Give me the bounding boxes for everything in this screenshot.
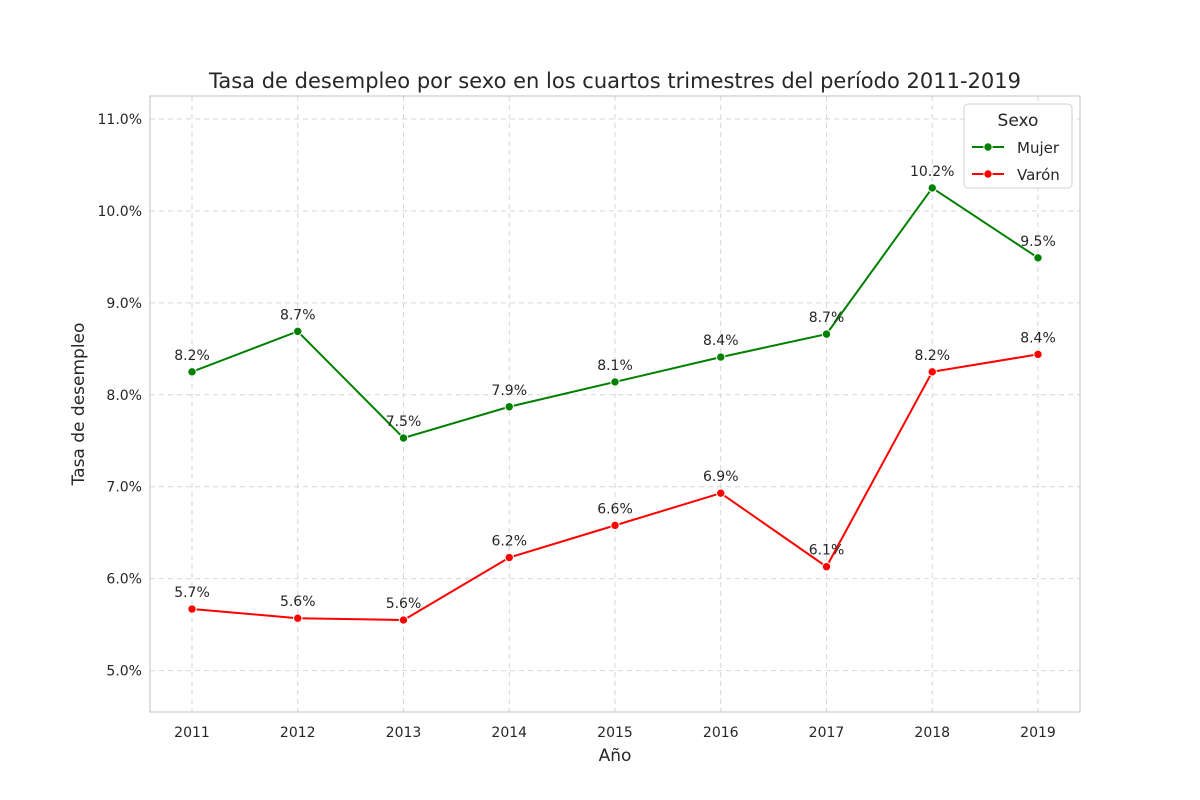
x-tick-label: 2017 [809,725,845,741]
y-axis-ticks: 5.0% 6.0% 7.0% 8.0% 9.0% 10.0% 11.0% [98,112,142,680]
data-point [398,433,409,443]
x-tick-label: 2012 [280,725,316,741]
legend: Sexo Mujer Varón [963,103,1073,189]
data-point [187,367,197,377]
data-point [821,329,832,339]
data-label: 8.1% [597,358,633,374]
y-tick-label: 10.0% [98,204,142,220]
x-tick-label: 2014 [491,725,527,741]
legend-items: Mujer Varón [972,139,1060,184]
data-label: 5.7% [174,585,210,601]
data-label: 7.5% [386,414,422,430]
data-point [1033,253,1043,263]
data-label: 8.2% [914,348,950,364]
data-label: 8.7% [280,307,316,323]
data-label: 6.9% [703,469,739,485]
x-tick-label: 2013 [386,725,422,741]
data-point [610,377,620,387]
data-point [293,613,303,623]
y-tick-label: 9.0% [106,296,142,312]
legend-title: Sexo [998,111,1039,131]
y-tick-label: 6.0% [106,572,142,588]
data-label: 6.1% [809,543,845,559]
y-axis-label: Tasa de desempleo [69,323,89,487]
y-tick-label: 7.0% [106,480,142,496]
data-label: 5.6% [280,594,316,610]
grid [150,96,1080,712]
data-point [927,183,937,193]
legend-label: Mujer [1017,139,1060,157]
data-label: 7.9% [491,383,527,399]
plot-frame [149,95,1081,713]
legend-box [963,103,1073,189]
chart-title: Tasa de desempleo por sexo en los cuarto… [208,69,1021,93]
data-point [610,520,620,531]
data-point [504,552,514,563]
data-point [1033,349,1043,360]
data-label: 5.6% [386,596,422,612]
data-label: 10.2% [910,164,954,180]
data-point [821,562,832,572]
data-label: 8.4% [1020,330,1056,346]
y-tick-label: 5.0% [106,664,142,680]
series-layer: 8.2% 8.7% 7.5% 7.9% 8.1% 8.4% 8.7% 10.2% 9.5% 5.7… [174,164,1056,625]
x-tick-label: 2018 [914,725,950,741]
x-axis-ticks: 2011 2012 2013 2014 2015 2016 2017 2018 2019 [174,725,1056,741]
data-label: 8.4% [703,333,739,349]
legend-label: Varón [1017,166,1060,184]
legend-marker [983,142,993,152]
x-tick-label: 2019 [1020,725,1056,741]
data-label: 6.6% [597,501,633,517]
data-point [293,326,303,337]
x-tick-label: 2015 [597,725,633,741]
data-point [187,604,197,614]
data-point [927,367,937,377]
x-tick-label: 2011 [174,725,210,741]
data-label: 8.2% [174,348,210,364]
data-label: 9.5% [1020,234,1056,250]
y-tick-label: 8.0% [106,388,142,404]
data-point [504,402,514,412]
legend-marker [983,169,993,179]
data-point [716,352,726,362]
data-label: 6.2% [491,534,527,550]
x-tick-label: 2016 [703,725,739,741]
y-tick-label: 11.0% [98,112,142,128]
data-label: 8.7% [809,310,845,326]
data-point [716,488,726,498]
x-axis-label: Año [599,746,632,766]
data-point [398,615,409,625]
